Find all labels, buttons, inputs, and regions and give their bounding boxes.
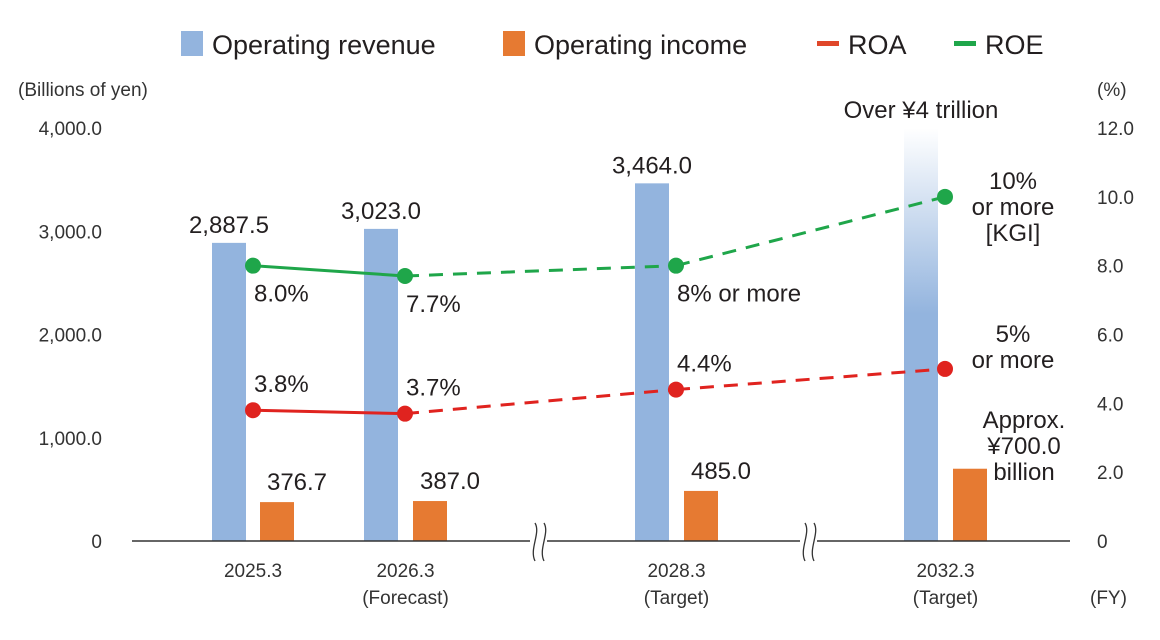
category-sublabel: (Target) bbox=[644, 588, 709, 609]
right-tick-label: 12.0 bbox=[1097, 119, 1134, 140]
label-operating-income: 387.0 bbox=[420, 468, 480, 495]
bar-operating-revenue-2026-3 bbox=[364, 228, 398, 541]
point-roa-2028-3 bbox=[668, 381, 684, 398]
bar-operating-income-2032-3 bbox=[953, 468, 987, 541]
left-tick-label: 1,000.0 bbox=[39, 429, 102, 450]
category-label: 2032.3 bbox=[916, 561, 974, 582]
bar-operating-revenue-2032-3 bbox=[904, 128, 938, 541]
bar-operating-revenue-2025-3 bbox=[212, 242, 246, 541]
point-roe-2028-3 bbox=[668, 257, 684, 274]
label-roe: 10% or more [KGI] bbox=[972, 168, 1055, 247]
bar-operating-income-2025-3 bbox=[260, 502, 294, 541]
line-roa-segment bbox=[404, 388, 677, 416]
left-tick-label: 0 bbox=[91, 532, 102, 553]
point-roe-2025-3 bbox=[245, 257, 261, 274]
line-roa-segment bbox=[675, 367, 946, 392]
category-label: 2026.3 bbox=[376, 561, 434, 582]
left-tick-label: 4,000.0 bbox=[39, 119, 102, 140]
legend-swatch-roa bbox=[817, 41, 839, 46]
label-operating-income: Approx. ¥700.0 billion bbox=[983, 407, 1066, 486]
bar-operating-income-2026-3 bbox=[413, 501, 447, 541]
label-roe: 7.7% bbox=[406, 291, 461, 318]
label-roa: 3.7% bbox=[406, 375, 461, 402]
label-operating-revenue: Over ¥4 trillion bbox=[844, 97, 999, 124]
category-label: 2028.3 bbox=[647, 561, 705, 582]
category-label: 2025.3 bbox=[224, 561, 282, 582]
legend-swatch-roe bbox=[954, 41, 976, 46]
right-tick-label: 8.0 bbox=[1097, 257, 1123, 278]
category-sublabel: (Target) bbox=[913, 588, 978, 609]
category-labels: 2025.3 2026.3 (Forecast) 2028.3 (Target) 2032… bbox=[224, 561, 978, 609]
axis-break-mark bbox=[811, 522, 817, 562]
right-tick-label: 10.0 bbox=[1097, 188, 1134, 209]
label-roa: 3.8% bbox=[254, 371, 309, 398]
left-tick-label: 3,000.0 bbox=[39, 222, 102, 243]
label-roa: 4.4% bbox=[677, 351, 732, 378]
right-tick-label: 2.0 bbox=[1097, 463, 1123, 484]
label-operating-revenue: 3,023.0 bbox=[341, 198, 421, 225]
point-roe-2026-3 bbox=[397, 267, 413, 284]
right-axis-ticks: 0 2.0 4.0 6.0 8.0 10.0 12.0 bbox=[1097, 119, 1134, 553]
lines bbox=[245, 188, 953, 422]
legend: Operating revenue Operating income ROA R… bbox=[181, 30, 1044, 60]
legend-label-roe: ROE bbox=[985, 30, 1044, 60]
right-tick-label: 4.0 bbox=[1097, 394, 1123, 415]
legend-swatch-operating-revenue bbox=[181, 31, 203, 56]
label-roa: 5% or more bbox=[972, 321, 1055, 374]
point-roa-2025-3 bbox=[245, 402, 261, 419]
axis-break-mark bbox=[541, 522, 547, 562]
label-roe: 8.0% bbox=[254, 281, 309, 308]
left-tick-label: 2,000.0 bbox=[39, 326, 102, 347]
label-operating-revenue: 3,464.0 bbox=[612, 152, 692, 179]
label-operating-revenue: 2,887.5 bbox=[189, 212, 269, 239]
left-axis-ticks: 0 1,000.0 2,000.0 3,000.0 4,000.0 bbox=[39, 119, 102, 553]
legend-swatch-operating-income bbox=[503, 31, 525, 56]
legend-label-operating-income: Operating income bbox=[534, 30, 747, 60]
bars bbox=[212, 128, 987, 542]
data-labels: 2,887.5 3,023.0 3,464.0 Over ¥4 trillion 376… bbox=[189, 97, 1065, 496]
bar-operating-income-2028-3 bbox=[684, 490, 718, 541]
right-tick-label: 6.0 bbox=[1097, 326, 1123, 347]
legend-label-roa: ROA bbox=[848, 30, 907, 60]
point-roa-2032-3 bbox=[937, 360, 953, 377]
right-axis-unit-label: (%) bbox=[1097, 80, 1127, 101]
axis-break-mark bbox=[532, 522, 538, 562]
label-roe: 8% or more bbox=[677, 281, 801, 308]
label-operating-income: 485.0 bbox=[691, 458, 751, 485]
label-operating-income: 376.7 bbox=[267, 469, 327, 496]
category-sublabel: (Forecast) bbox=[362, 588, 449, 609]
x-axis-unit-label: (FY) bbox=[1090, 588, 1127, 609]
line-roe-segment bbox=[252, 264, 406, 278]
legend-label-operating-revenue: Operating revenue bbox=[212, 30, 436, 60]
left-axis-unit-label: (Billions of yen) bbox=[18, 80, 148, 101]
line-roa-segment bbox=[252, 408, 406, 416]
x-axis-line bbox=[132, 522, 1070, 562]
bar-operating-revenue-2028-3 bbox=[635, 183, 669, 542]
point-roa-2026-3 bbox=[397, 405, 413, 422]
line-roe-segment bbox=[404, 264, 677, 278]
right-tick-label: 0 bbox=[1097, 532, 1108, 553]
point-roe-2032-3 bbox=[937, 188, 953, 205]
axis-break-mark bbox=[802, 522, 808, 562]
